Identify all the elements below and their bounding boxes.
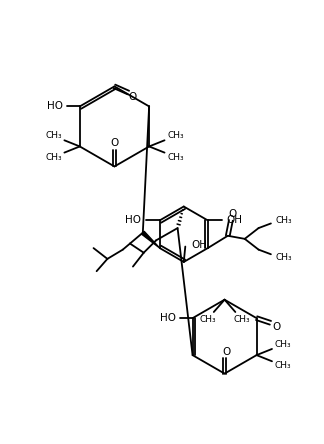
Text: CH₃: CH₃: [45, 131, 62, 140]
Text: CH₃: CH₃: [233, 315, 250, 324]
Text: HO: HO: [160, 313, 176, 323]
Text: CH₃: CH₃: [167, 131, 184, 140]
Text: CH₃: CH₃: [275, 253, 292, 262]
Text: CH₃: CH₃: [45, 153, 62, 162]
Text: HO: HO: [47, 101, 63, 111]
Text: OH: OH: [226, 215, 242, 226]
Text: O: O: [222, 347, 230, 357]
Text: CH₃: CH₃: [199, 315, 216, 324]
Text: OH: OH: [191, 240, 207, 250]
Text: CH₃: CH₃: [275, 216, 292, 225]
Text: CH₃: CH₃: [274, 340, 291, 349]
Text: O: O: [272, 322, 281, 333]
Text: CH₃: CH₃: [274, 361, 291, 370]
Text: HO: HO: [125, 215, 141, 226]
Text: CH₃: CH₃: [167, 153, 184, 162]
Text: O: O: [228, 209, 237, 219]
Polygon shape: [142, 231, 160, 248]
Text: O: O: [110, 139, 119, 148]
Text: O: O: [129, 92, 137, 102]
